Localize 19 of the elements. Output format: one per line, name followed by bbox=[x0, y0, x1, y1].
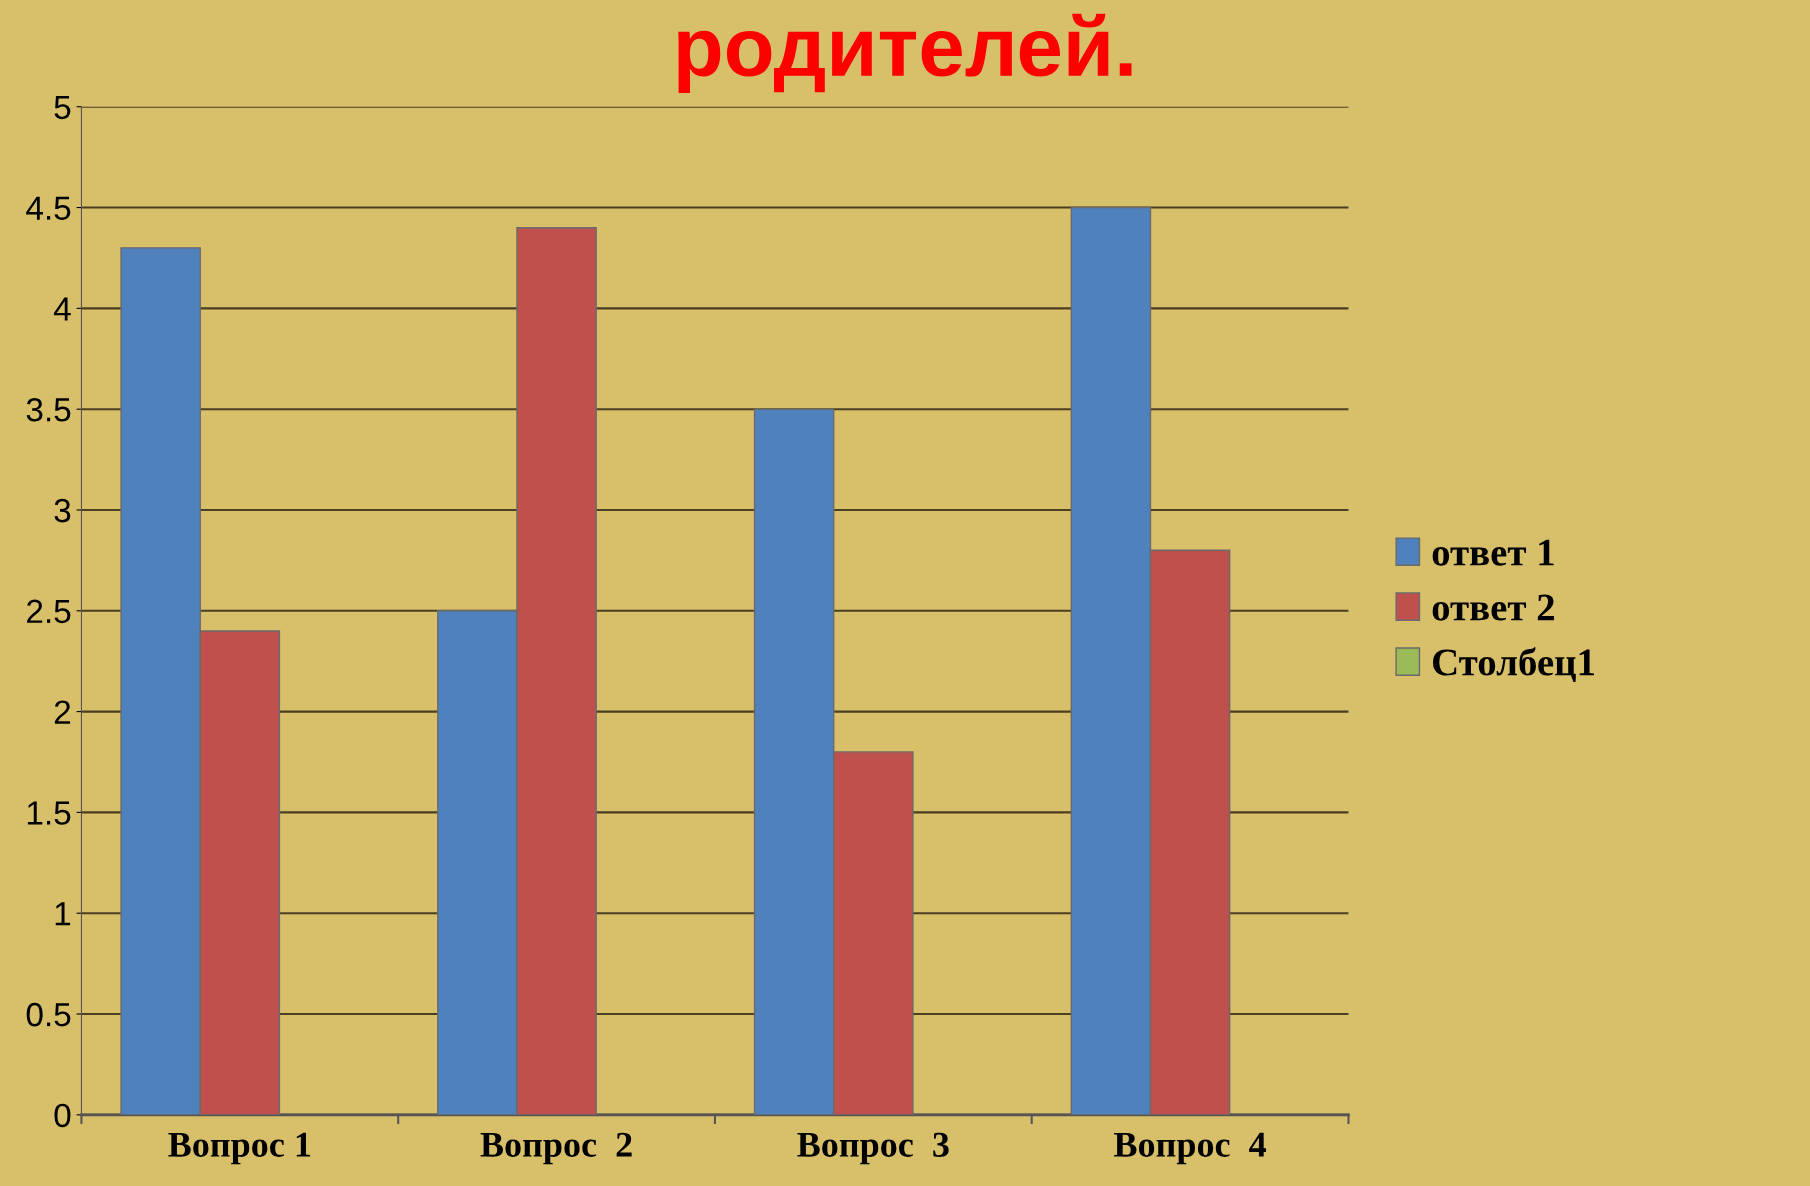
chart-title: родителей. bbox=[678, 13, 1132, 94]
y-tick-label: 4.5 bbox=[26, 196, 71, 220]
y-tick-label: 2 bbox=[54, 700, 71, 724]
x-tick-label: Вопрос 1 bbox=[168, 1132, 311, 1165]
x-tick-label: Вопрос 3 bbox=[797, 1132, 949, 1165]
y-tick-label: 5 bbox=[54, 95, 71, 120]
y-tick-label: 1.5 bbox=[27, 801, 71, 825]
x-tick-label: Вопрос 2 bbox=[480, 1132, 632, 1165]
legend-label: ответ 2 bbox=[1432, 594, 1554, 621]
y-tick-label: 2.5 bbox=[27, 599, 71, 624]
y-tick-label: 3 bbox=[54, 498, 71, 523]
y-tick-label: 3.5 bbox=[26, 397, 71, 422]
y-tick-label: 0 bbox=[54, 1103, 71, 1128]
y-tick-label: 1 bbox=[55, 902, 71, 926]
legend-label: Столбец1 bbox=[1433, 647, 1594, 682]
y-tick-label: 0.5 bbox=[26, 1002, 71, 1027]
y-tick-label: 4 bbox=[53, 297, 71, 321]
legend-label: ответ 1 bbox=[1432, 539, 1554, 566]
x-tick-label: Вопрос 4 bbox=[1114, 1132, 1267, 1165]
